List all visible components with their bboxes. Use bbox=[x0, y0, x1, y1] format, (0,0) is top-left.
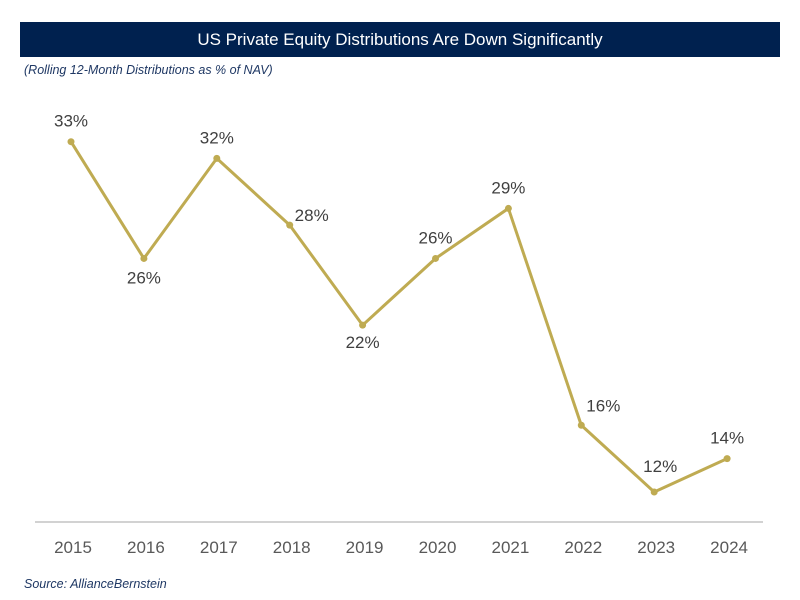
x-tick-label: 2015 bbox=[54, 538, 92, 557]
data-point bbox=[650, 488, 658, 496]
data-label: 29% bbox=[491, 178, 525, 197]
series-line bbox=[69, 140, 728, 494]
chart-title: US Private Equity Distributions Are Down… bbox=[197, 29, 603, 49]
data-point bbox=[723, 455, 731, 463]
x-tick-label: 2017 bbox=[200, 538, 238, 557]
chart-subtitle: (Rolling 12-Month Distributions as % of … bbox=[24, 63, 273, 77]
data-label: 16% bbox=[586, 396, 620, 415]
data-label: 14% bbox=[710, 429, 744, 448]
x-tick-label: 2022 bbox=[564, 538, 602, 557]
data-label: 22% bbox=[346, 333, 380, 352]
data-label: 28% bbox=[295, 206, 329, 225]
data-label: 26% bbox=[418, 228, 452, 247]
data-label: 33% bbox=[54, 112, 88, 131]
x-tick-label: 2021 bbox=[491, 538, 529, 557]
data-label: 12% bbox=[643, 457, 677, 476]
data-point bbox=[577, 421, 585, 429]
data-point bbox=[140, 254, 148, 262]
data-label: 32% bbox=[200, 128, 234, 147]
data-point bbox=[286, 221, 294, 229]
x-tick-label: 2018 bbox=[273, 538, 311, 557]
x-tick-label: 2024 bbox=[710, 538, 748, 557]
chart-title-banner: US Private Equity Distributions Are Down… bbox=[20, 22, 780, 57]
data-label: 26% bbox=[127, 268, 161, 287]
x-tick-label: 2020 bbox=[419, 538, 457, 557]
x-tick-label: 2023 bbox=[637, 538, 675, 557]
x-tick-label: 2019 bbox=[346, 538, 384, 557]
source-note: Source: AllianceBernstein bbox=[24, 577, 167, 591]
data-point bbox=[213, 154, 221, 162]
x-tick-label: 2016 bbox=[127, 538, 165, 557]
data-point bbox=[504, 204, 512, 212]
data-point bbox=[432, 254, 439, 262]
data-point bbox=[359, 321, 367, 329]
data-point bbox=[67, 138, 75, 146]
